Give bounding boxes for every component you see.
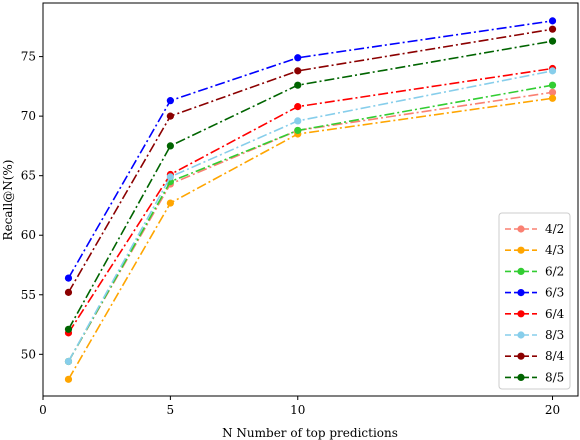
legend-entry: 8/3: [505, 328, 564, 342]
x-axis-title: N Number of top predictions: [222, 426, 398, 440]
data-point: [166, 142, 174, 150]
series-line: [67, 28, 553, 293]
y-tick-label: 65: [21, 169, 36, 183]
series-8-4: [64, 25, 557, 296]
legend-entry: 6/3: [505, 286, 564, 300]
x-axis-ticks: 0 5 10 20: [39, 396, 560, 417]
series-line: [67, 20, 553, 279]
legend-entries: 4/2 4/3 6/2 6/3 6/4 8/3 8/4 8/5: [505, 222, 565, 384]
legend-marker: [517, 352, 525, 360]
legend-entry: 4/3: [505, 243, 564, 257]
series-line: [67, 40, 553, 330]
x-tick-label: 20: [545, 403, 560, 417]
legend-marker: [517, 331, 525, 339]
data-point: [64, 357, 73, 366]
legend-label: 8/4: [545, 349, 565, 363]
series-line: [67, 84, 553, 362]
data-point: [548, 25, 557, 33]
legend: 4/2 4/3 6/2 6/3 6/4 8/3 8/4 8/5: [498, 212, 571, 390]
data-point: [294, 54, 302, 62]
data-point: [548, 67, 557, 75]
y-tick-label: 70: [21, 109, 36, 123]
legend-label: 4/3: [545, 243, 564, 257]
data-point: [548, 37, 557, 45]
data-point: [166, 112, 174, 120]
x-tick-label: 5: [167, 403, 175, 417]
data-point: [294, 103, 302, 111]
series-line: [67, 67, 553, 334]
legend-entry: 6/4: [505, 307, 565, 321]
data-point: [166, 199, 174, 207]
data-point: [64, 325, 73, 333]
legend-entry: 4/2: [505, 222, 564, 236]
series-8-3: [64, 67, 557, 366]
legend-entry: 6/2: [505, 264, 564, 278]
data-point: [294, 126, 302, 135]
x-tick-label: 10: [290, 403, 305, 417]
legend-label: 6/2: [545, 264, 564, 278]
series-6-3: [64, 17, 557, 282]
data-point: [548, 94, 557, 102]
data-point: [548, 88, 557, 96]
legend-entry: 8/4: [505, 349, 565, 363]
series-4-3: [64, 94, 557, 383]
data-point: [166, 173, 174, 181]
data-point: [64, 274, 73, 282]
legend-marker: [517, 225, 525, 233]
data-point: [294, 67, 302, 75]
y-axis-ticks: 50 55 60 65 70 75: [21, 50, 43, 361]
plot-area-frame: [42, 2, 579, 397]
legend-label: 8/3: [545, 328, 564, 342]
legend-label: 6/3: [545, 286, 564, 300]
legend-label: 6/4: [545, 307, 565, 321]
legend-marker: [517, 289, 525, 297]
data-point: [548, 17, 557, 25]
data-point: [294, 117, 302, 125]
legend-label: 4/2: [545, 222, 564, 236]
series-layer: [64, 17, 557, 383]
y-tick-label: 50: [21, 347, 36, 361]
y-tick-label: 55: [21, 288, 36, 302]
data-point: [166, 97, 174, 105]
y-tick-label: 75: [21, 50, 36, 64]
y-tick-label: 60: [21, 228, 36, 242]
series-8-5: [64, 37, 557, 333]
legend-label: 8/5: [545, 370, 564, 384]
legend-marker: [517, 310, 525, 318]
series-line: [67, 97, 553, 380]
legend-entry: 8/5: [505, 370, 564, 384]
data-point: [294, 81, 302, 89]
legend-marker: [517, 246, 525, 254]
y-axis-title: Recall@N(%): [1, 160, 15, 241]
data-point: [64, 375, 73, 383]
data-point: [64, 288, 73, 296]
series-line: [67, 91, 553, 362]
legend-marker: [517, 373, 525, 381]
data-point: [548, 81, 557, 89]
legend-frame: [498, 212, 571, 390]
x-tick-label: 0: [39, 403, 47, 417]
legend-marker: [517, 267, 525, 275]
